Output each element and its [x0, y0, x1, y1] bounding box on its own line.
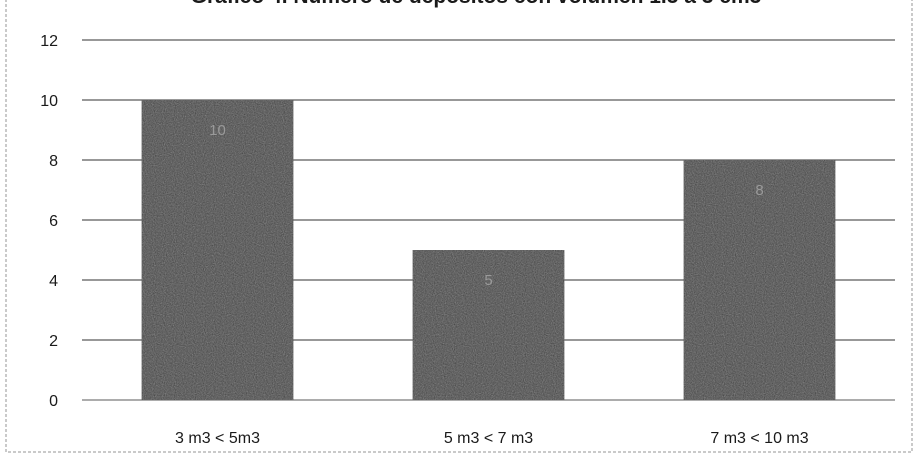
y-tick-label: 2 [49, 333, 58, 350]
bar [141, 100, 294, 400]
data-label: 5 [484, 272, 492, 289]
bar [683, 160, 836, 400]
x-axis-categories: 3 m3 < 5m3 5 m3 < 7 m3 7 m3 < 10 m3 [175, 430, 809, 447]
y-tick-label: 8 [49, 153, 58, 170]
bars [141, 100, 836, 400]
y-tick-label: 0 [49, 393, 58, 410]
category-label: 3 m3 < 5m3 [175, 430, 260, 447]
chart-title: Gráfico 4. Número de depósitos con volum… [191, 0, 762, 8]
data-label: 10 [209, 122, 226, 139]
y-tick-label: 6 [49, 213, 58, 230]
y-tick-label: 10 [40, 93, 58, 110]
y-axis-ticks: 0 2 4 6 8 10 12 [40, 33, 58, 410]
y-tick-label: 4 [49, 273, 58, 290]
y-tick-label: 12 [40, 33, 58, 50]
data-labels: 10 5 8 [209, 122, 764, 289]
category-label: 5 m3 < 7 m3 [444, 430, 533, 447]
data-label: 8 [755, 182, 763, 199]
category-label: 7 m3 < 10 m3 [710, 430, 808, 447]
bar [412, 250, 565, 400]
